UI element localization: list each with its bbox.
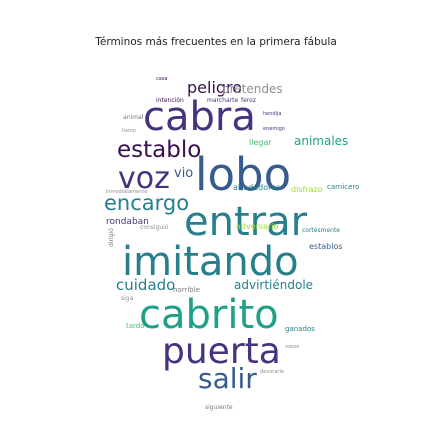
- word-pretendes: pretendes: [222, 82, 283, 96]
- word-voz: voz: [118, 161, 170, 196]
- word-animales: animales: [294, 134, 348, 148]
- word-horrible: horrible: [173, 286, 200, 294]
- word-llamo: llamo: [122, 128, 136, 134]
- word-cabrito: cabrito: [139, 292, 279, 338]
- word-imitando: imitando: [122, 239, 299, 285]
- word-salir: salir: [198, 362, 257, 395]
- word-disfrazo: disfrazo: [291, 185, 323, 194]
- word-siga: siga: [121, 295, 134, 302]
- word-animal: animal: [123, 114, 144, 121]
- word-dirigi-: dirigió: [108, 228, 115, 247]
- word-cort-smente: cortésmente: [302, 227, 340, 234]
- word-lobo: lobo: [195, 148, 291, 201]
- word-hendija: hendija: [263, 111, 281, 117]
- word-adversario: adversario: [236, 222, 279, 231]
- word-advirti-ndole: advirtiéndole: [234, 278, 313, 292]
- word-devorarle: devorarle: [260, 369, 284, 375]
- word-ganados: ganados: [285, 325, 315, 333]
- word-rondaban: rondaban: [106, 217, 149, 227]
- word-vio: vio: [174, 166, 193, 181]
- word-siguiente: siguiente: [205, 404, 233, 411]
- word-feroz: feroz: [241, 97, 256, 104]
- word-peligro: peligro: [187, 78, 242, 97]
- word-marcharte: marcharte: [207, 97, 238, 104]
- word-encargo: encargo: [104, 191, 189, 215]
- word-consigui-: consiguió: [140, 224, 169, 231]
- word-puerta: puerta: [162, 331, 281, 372]
- word-cabra: cabra: [143, 94, 256, 140]
- word-establo: establo: [117, 137, 201, 163]
- word-inmediatamente: inmediatamente: [106, 189, 147, 195]
- word-casa: casa: [156, 76, 167, 82]
- word-alrededores: alrededores: [233, 183, 280, 192]
- word-establos: establos: [309, 242, 343, 251]
- word-vasos: vasos: [285, 344, 300, 350]
- word-intenci-n: intención: [156, 97, 184, 104]
- word-cuidado: cuidado: [116, 276, 175, 294]
- chart-title: Términos más frecuentes en la primera fá…: [95, 36, 337, 48]
- word-entrar: entrar: [184, 199, 308, 245]
- word-carnicero: carnicero: [327, 183, 359, 191]
- word-llegar: llegar: [249, 138, 272, 147]
- word-tardo: tardo: [126, 322, 145, 330]
- word-enemigo: enemigo: [263, 126, 285, 132]
